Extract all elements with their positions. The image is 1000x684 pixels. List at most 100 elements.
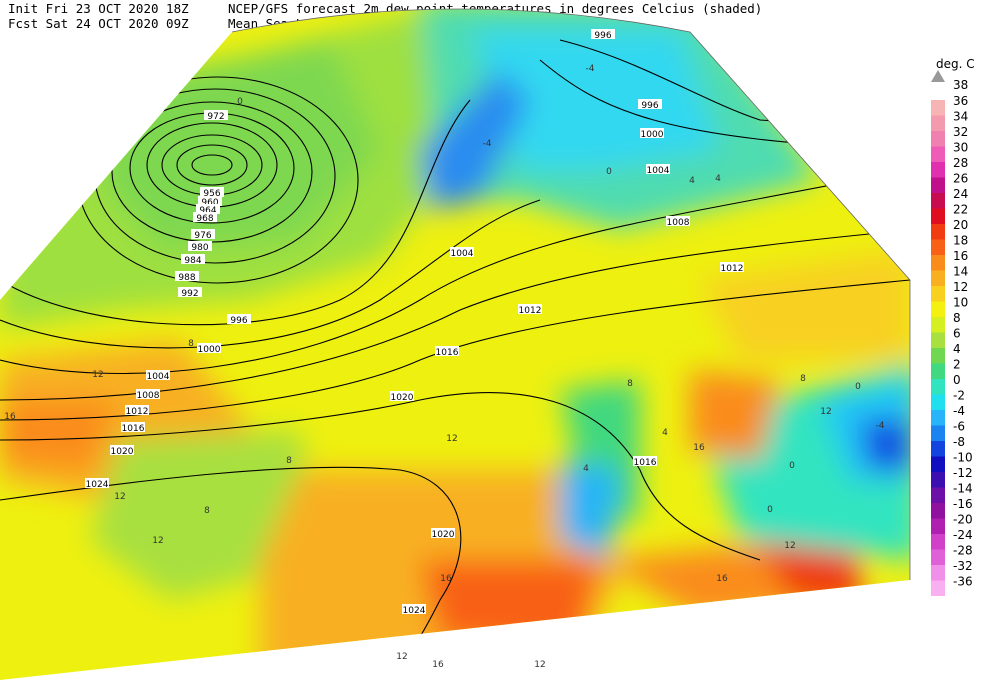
dewpoint-label: 8 xyxy=(204,506,210,516)
legend-label: 24 xyxy=(953,187,968,201)
isobar-label-group: 1008 xyxy=(136,389,160,401)
isobar-label-box xyxy=(591,29,615,39)
isobar-label-group: 1004 xyxy=(646,164,670,176)
legend-swatch xyxy=(931,208,945,224)
isobar-label-box xyxy=(197,343,221,353)
legend-label: 28 xyxy=(953,156,968,170)
legend-label: 36 xyxy=(953,94,968,108)
dewpoint-label-group: 16 xyxy=(716,574,728,584)
legend-label: 32 xyxy=(953,125,968,139)
isobar-label: 1012 xyxy=(721,264,744,274)
isobar-label-box xyxy=(390,391,414,401)
isobar-label-box xyxy=(204,110,228,120)
isobar-label-box xyxy=(191,229,215,239)
legend-swatch xyxy=(931,224,945,240)
legend-swatch xyxy=(931,503,945,519)
legend-swatch xyxy=(931,580,945,596)
dewpoint-label: 12 xyxy=(534,660,545,670)
isobar-label: 1000 xyxy=(198,345,221,355)
isobar-label: 1008 xyxy=(667,218,690,228)
dewpoint-label-group: 4 xyxy=(715,174,721,184)
isobar-label: 968 xyxy=(196,214,213,224)
legend-label: 8 xyxy=(953,311,961,325)
isobar-label-group: 1020 xyxy=(110,445,134,457)
isobar-label-group: 980 xyxy=(188,241,212,253)
isobar-label-group: 1016 xyxy=(121,422,145,434)
isobar-label-group: 1016 xyxy=(633,456,657,468)
isobar-label-group: 1012 xyxy=(720,262,744,274)
legend-label: -10 xyxy=(953,451,973,465)
legend-label: -32 xyxy=(953,559,973,573)
isobar-label: 1020 xyxy=(391,393,414,403)
legend-label: -2 xyxy=(953,389,965,403)
isobar-label-box xyxy=(450,247,474,257)
isobar-label: 1016 xyxy=(436,348,459,358)
legend-label: 12 xyxy=(953,280,968,294)
legend-swatch xyxy=(931,332,945,348)
legend-label: 4 xyxy=(953,342,961,356)
dewpoint-label-group: 0 xyxy=(606,167,612,177)
dewpoint-label-group: 8 xyxy=(188,339,194,349)
legend-label: 16 xyxy=(953,249,968,263)
isobar-label-box xyxy=(638,99,662,109)
legend-swatch xyxy=(931,177,945,193)
isobar-label-group: 972 xyxy=(204,110,228,122)
dewpoint-label-group: 12 xyxy=(396,652,407,662)
legend-swatch xyxy=(931,270,945,286)
isobar-label-box xyxy=(720,262,744,272)
dewpoint-label: 0 xyxy=(767,505,773,515)
isobar-label-box xyxy=(178,287,202,297)
isobar-label: 996 xyxy=(230,316,247,326)
isobar-label-group: 1004 xyxy=(146,370,170,382)
dewpoint-label: 16 xyxy=(440,574,452,584)
dewpoint-label-group: 12 xyxy=(784,541,795,551)
dewpoint-label: 12 xyxy=(114,492,125,502)
isobar-label: 1024 xyxy=(86,480,109,490)
legend-label: -6 xyxy=(953,420,965,434)
dewpoint-label: 16 xyxy=(693,443,705,453)
legend-swatch xyxy=(931,115,945,131)
isobar-label-box xyxy=(431,528,455,538)
map-title: NCEP/GFS forecast 2m dew point temperatu… xyxy=(228,1,762,16)
legend-label: -20 xyxy=(953,513,973,527)
dewpoint-label-group: 0 xyxy=(855,382,861,392)
isobar-label-box xyxy=(196,204,220,214)
legend-top-label: 38 xyxy=(953,78,968,92)
dewpoint-label: 4 xyxy=(715,174,721,184)
dewpoint-label: 12 xyxy=(92,370,103,380)
isobar-label-group: 960 xyxy=(198,196,222,208)
isobar-label: 1008 xyxy=(137,391,160,401)
dewpoint-label-group: -4 xyxy=(586,64,595,74)
legend-swatch xyxy=(931,565,945,581)
dewpoint-label-group: 4 xyxy=(689,176,695,186)
legend-swatch xyxy=(931,239,945,255)
isobar-label-group: 1024 xyxy=(85,478,109,490)
isobar-label-group: 996 xyxy=(591,29,615,41)
legend-swatch xyxy=(931,286,945,302)
dewpoint-label: 8 xyxy=(800,374,806,384)
dewpoint-label: -4 xyxy=(483,139,492,149)
isobar-label-box xyxy=(666,216,690,226)
isobar-label-box xyxy=(121,422,145,432)
dewpoint-label-group: -4 xyxy=(876,421,885,431)
legend-label: 26 xyxy=(953,172,968,186)
dewpoint-label: 12 xyxy=(784,541,795,551)
isobar-label-group: 992 xyxy=(178,287,202,299)
isobar-label-box xyxy=(402,604,426,614)
legend-swatch xyxy=(931,549,945,565)
isobar-label-box xyxy=(85,478,109,488)
isobar-label-group: 1000 xyxy=(640,128,664,140)
isobar-label: 976 xyxy=(194,231,211,241)
legend-label: 2 xyxy=(953,358,961,372)
legend-swatch xyxy=(931,487,945,503)
legend-label: 34 xyxy=(953,110,968,124)
legend-swatch xyxy=(931,255,945,271)
dewpoint-label: 8 xyxy=(188,339,194,349)
isobar-label: 1020 xyxy=(432,530,455,540)
legend-label: 20 xyxy=(953,218,968,232)
dewpoint-label: 16 xyxy=(432,660,444,670)
dewpoint-label-group: 8 xyxy=(286,456,292,466)
legend-label: -12 xyxy=(953,466,973,480)
dewpoint-label-group: 0 xyxy=(767,505,773,515)
